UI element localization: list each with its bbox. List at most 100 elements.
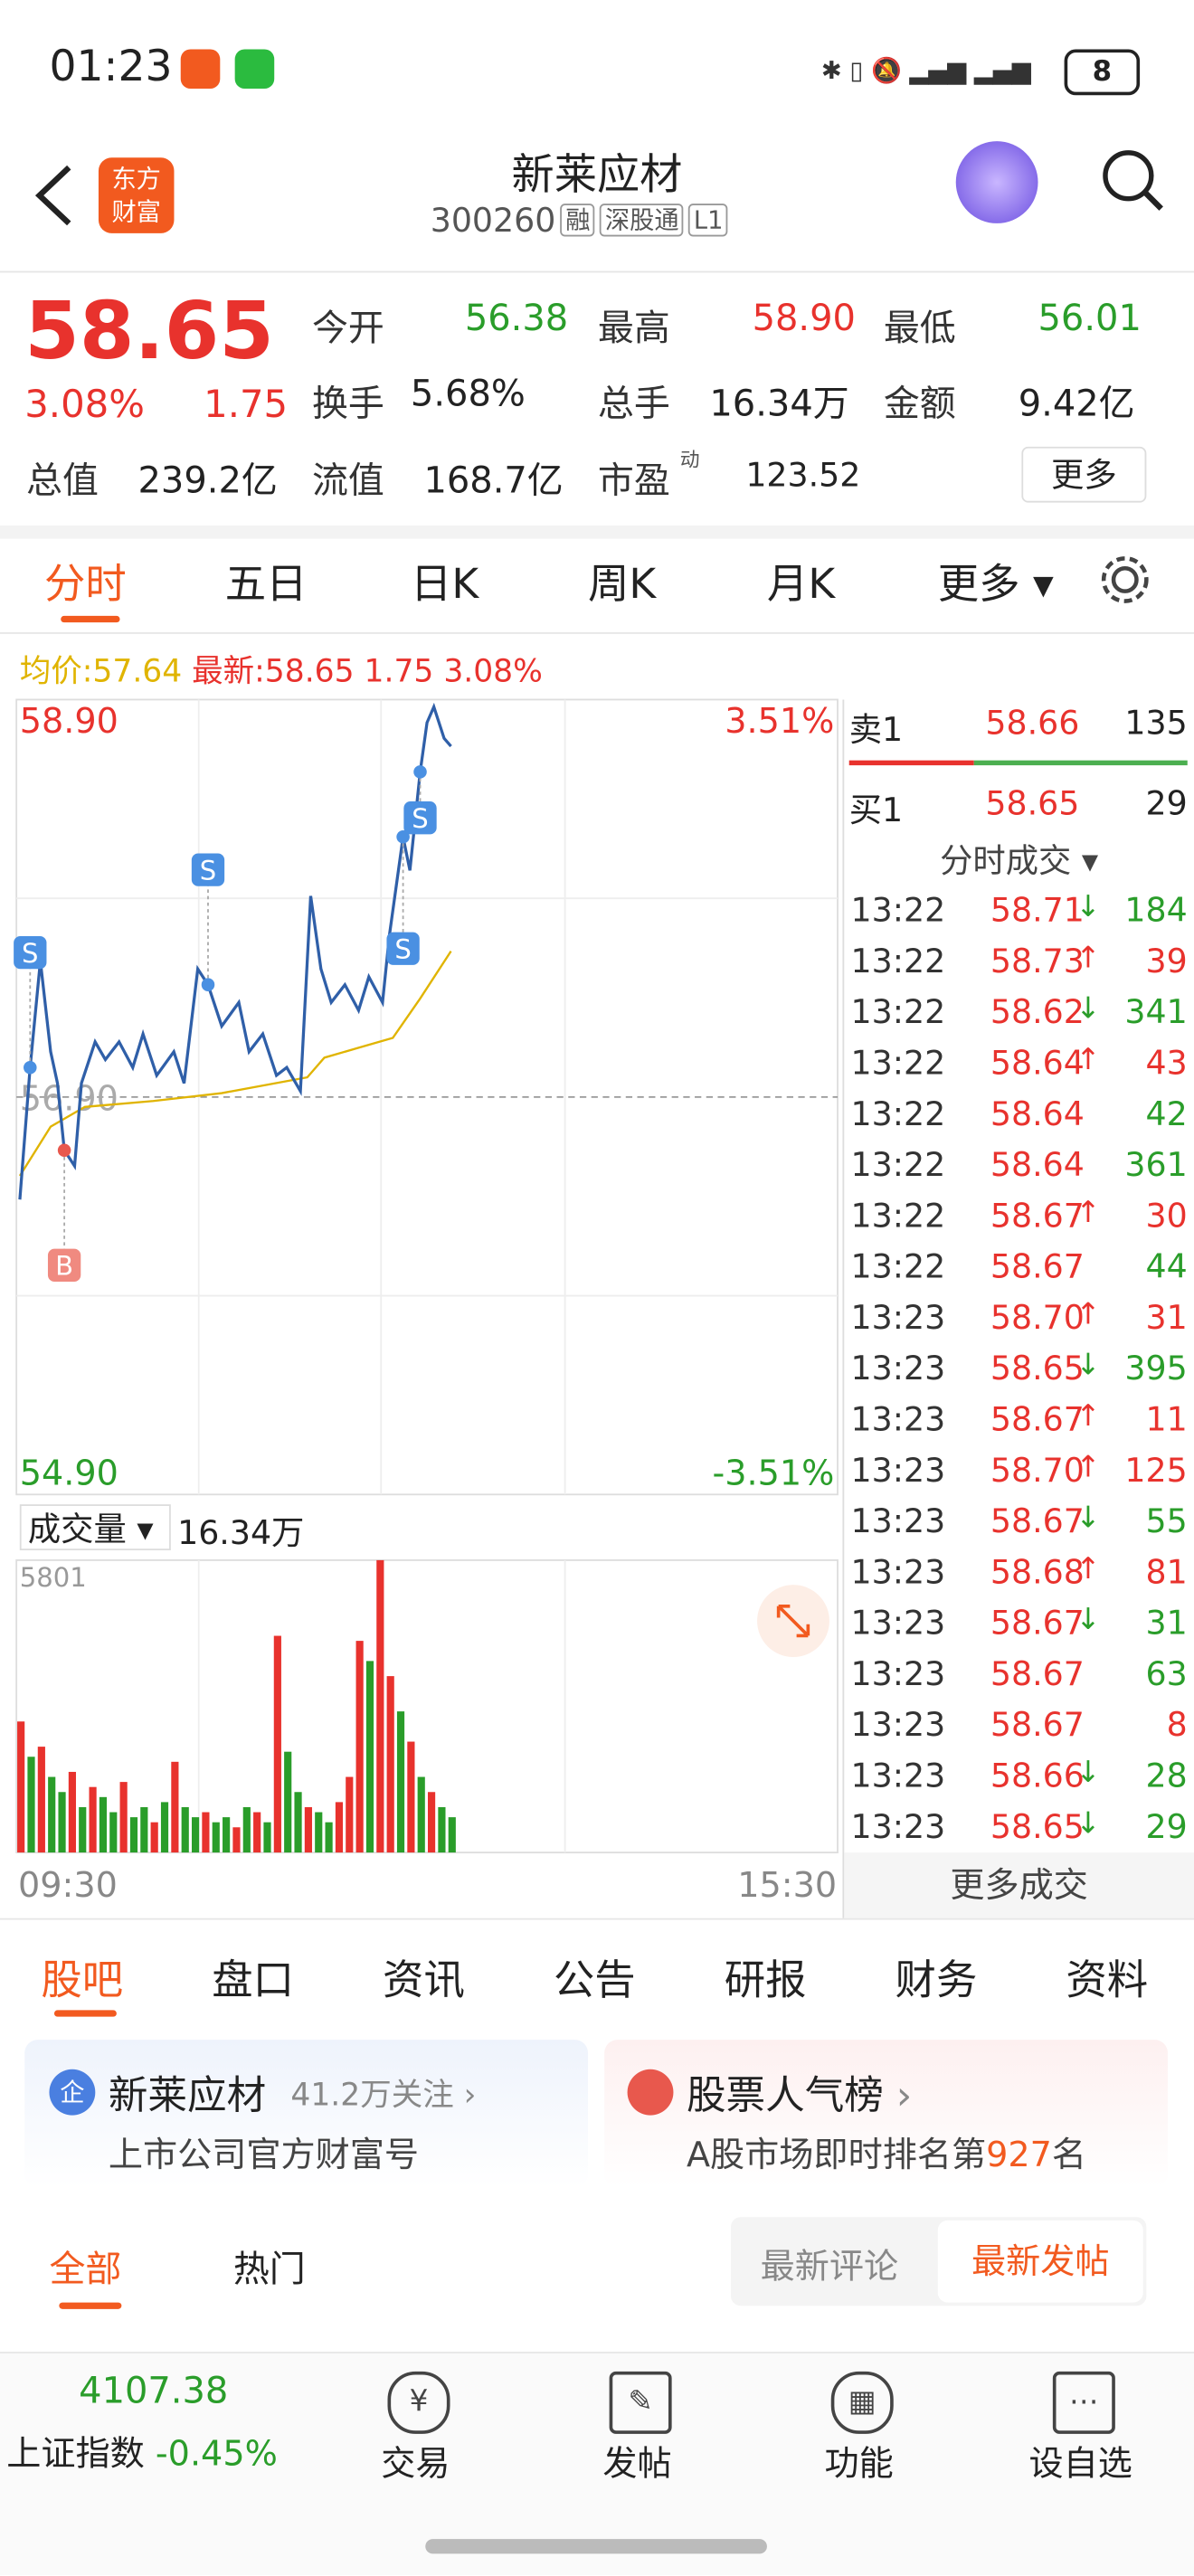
volume-bar <box>212 1822 220 1853</box>
avg-label: 均价: <box>19 653 93 690</box>
y-tick-label: 5801 <box>20 1562 87 1593</box>
annotation-badge <box>403 801 437 835</box>
trade-time: 13:23 <box>850 1348 946 1388</box>
tab[interactable]: 周K <box>588 560 657 608</box>
volume-selector[interactable]: 成交量 ▾ <box>19 1504 171 1551</box>
divider <box>842 699 845 1918</box>
tab-underline <box>59 2302 122 2309</box>
volume-bar <box>417 1776 425 1853</box>
trade-time: 13:22 <box>850 1042 946 1083</box>
trade-vol: 395 <box>1124 1348 1188 1388</box>
trade-time: 13:23 <box>850 1603 946 1643</box>
y2-tick-label: 3.51% <box>725 701 834 741</box>
y-tick-label: 56.90 <box>20 1078 118 1118</box>
volume-bar <box>181 1806 189 1853</box>
x-label: 15:30 <box>737 1865 838 1906</box>
filter-tab[interactable]: 热门 <box>232 2249 306 2291</box>
bottom-bar <box>0 2353 1194 2576</box>
company-card[interactable] <box>24 2040 589 2188</box>
search-icon[interactable] <box>1097 145 1170 217</box>
nav-icon[interactable]: ▦ <box>830 2371 894 2434</box>
ratio-bar <box>973 760 1188 766</box>
card-title-text: 股票人气榜 <box>686 2072 884 2119</box>
nav-label[interactable]: 设自选 <box>1028 2443 1132 2484</box>
section-tab[interactable]: 资讯 <box>383 1956 465 2004</box>
nav-icon[interactable]: ¥ <box>387 2371 450 2434</box>
y-tick-label: 54.90 <box>20 1453 118 1492</box>
trade-arrow: ↓ <box>1076 1603 1101 1638</box>
annotation-label: S <box>412 803 428 834</box>
trade-arrow: ↑ <box>1076 941 1101 976</box>
trade-arrow: ↑ <box>1076 1042 1101 1078</box>
trade-time: 13:22 <box>850 941 946 980</box>
trade-vol: 361 <box>1124 1144 1188 1185</box>
trade-vol: 30 <box>1145 1195 1188 1236</box>
section-tab[interactable]: 盘口 <box>212 1956 295 2004</box>
section-tab[interactable]: 财务 <box>895 1956 978 2004</box>
annotation-badge <box>14 935 47 970</box>
change: 1.75 <box>204 384 289 428</box>
trade-price: 58.64 <box>990 1094 1085 1133</box>
nav-label[interactable]: 发帖 <box>602 2443 672 2484</box>
trade-price: 58.67 <box>990 1603 1085 1643</box>
index-name: 上证指数 <box>6 2433 145 2474</box>
section-tab[interactable]: 公告 <box>553 1956 636 2004</box>
volume-bar <box>253 1812 261 1853</box>
trade-arrow: ↑ <box>1076 1398 1101 1435</box>
card-icon: 企 <box>49 2069 96 2116</box>
tab[interactable]: 更多 ▾ <box>937 560 1054 608</box>
section-tab[interactable]: 研报 <box>724 1956 807 2004</box>
nav-icon[interactable]: ✎ <box>609 2371 672 2434</box>
more-button[interactable]: 更多 <box>1021 446 1147 503</box>
field-sup: 动 <box>679 448 700 472</box>
settings-icon[interactable] <box>1097 552 1153 608</box>
nav-label[interactable]: 交易 <box>381 2443 450 2484</box>
trade-time: 13:22 <box>850 991 946 1032</box>
index: 上证指数 -0.45% <box>6 2428 278 2477</box>
avatar[interactable] <box>955 141 1038 223</box>
back-button[interactable] <box>30 161 79 230</box>
trade-vol: 29 <box>1145 1806 1188 1846</box>
section-tab[interactable]: 资料 <box>1066 1956 1149 2004</box>
volume-bar <box>89 1786 97 1853</box>
volume-bar <box>335 1802 344 1853</box>
trade-price: 58.70 <box>990 1297 1085 1337</box>
volume-bar <box>58 1792 66 1853</box>
volume-bar <box>325 1822 333 1853</box>
trade-arrow: ↓ <box>1076 1755 1101 1791</box>
annotation-dot <box>201 978 215 991</box>
field-label: 总值 <box>26 461 99 503</box>
volume-bar <box>119 1782 128 1853</box>
last-label: 最新: <box>192 653 265 690</box>
trade-arrow: ↑ <box>1076 1195 1101 1230</box>
card-meta-text: 41.2万关注 <box>290 2077 454 2114</box>
volume-bar <box>79 1806 87 1853</box>
trade-time: 13:23 <box>850 1704 946 1745</box>
trade-price: 58.71 <box>990 890 1085 930</box>
volume-bar <box>27 1757 35 1853</box>
tab[interactable]: 五日 <box>224 560 308 608</box>
volume-bar <box>37 1747 45 1853</box>
nav-icon[interactable]: ⋯ <box>1052 2371 1115 2434</box>
filter-tab[interactable]: 全部 <box>49 2249 122 2291</box>
trades-title[interactable]: 分时成交 ▾ <box>940 840 1099 881</box>
trade-arrow: ↓ <box>1076 1501 1101 1536</box>
ask-vol: 135 <box>1124 703 1188 743</box>
trade-price: 58.67 <box>990 1195 1085 1236</box>
card-meta: 41.2万关注 › <box>290 2077 477 2114</box>
rank-card[interactable] <box>604 2040 1168 2188</box>
sort-option[interactable]: 最新评论 <box>760 2246 899 2287</box>
tab[interactable]: 月K <box>766 560 836 608</box>
sort-option[interactable]: 最新发帖 <box>937 2220 1143 2303</box>
section-tab[interactable]: 股吧 <box>41 1956 124 2004</box>
bid-price: 58.65 <box>985 783 1080 823</box>
tab[interactable]: 日K <box>410 560 479 608</box>
trade-vol: 43 <box>1145 1042 1188 1083</box>
tab[interactable]: 分时 <box>44 560 127 608</box>
more-trades[interactable]: 更多成交 <box>844 1852 1194 1918</box>
nav-label[interactable]: 功能 <box>824 2443 894 2484</box>
volume-bar <box>294 1792 302 1853</box>
trade-price: 58.66 <box>990 1755 1085 1795</box>
logo: 东方 财富 <box>98 157 175 233</box>
